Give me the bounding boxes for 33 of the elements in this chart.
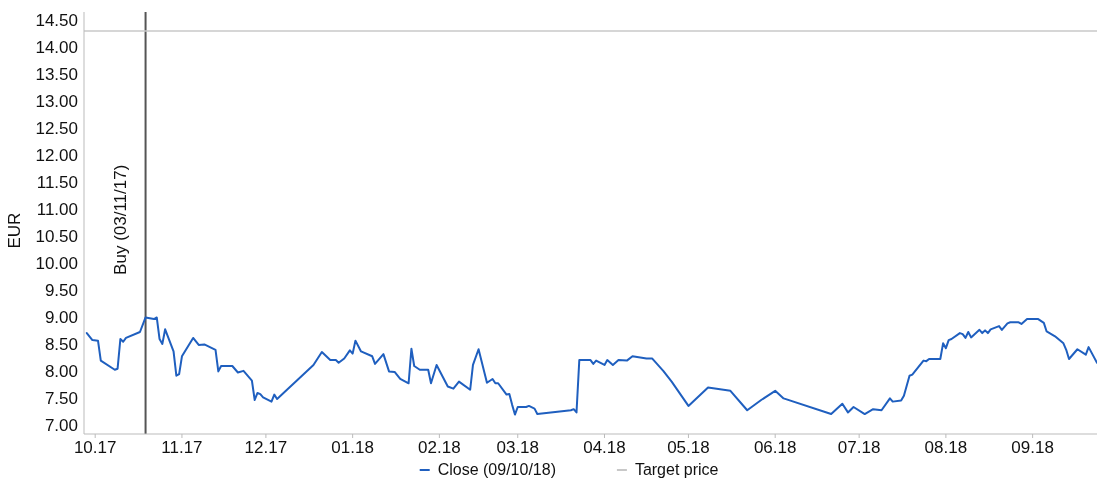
y-tick-label: 7.50	[44, 388, 78, 408]
legend-label: Target price	[634, 461, 719, 478]
y-tick-label: 11.50	[36, 172, 78, 192]
y-tick-label: 12.00	[35, 145, 78, 165]
x-tick-label: 03.18	[496, 438, 540, 457]
x-tick-label: 04.18	[583, 438, 626, 457]
y-tick-label: 13.50	[35, 65, 78, 85]
y-tick-label: 12.50	[35, 118, 78, 138]
line-series	[85, 316, 1097, 416]
x-tick-label: 10.17	[73, 438, 117, 457]
y-tick-label: 9.50	[44, 280, 78, 300]
legend-label: Close (09/10/18)	[437, 461, 556, 478]
y-axis-title: EUR	[5, 212, 24, 249]
x-tick-label: 11.17	[161, 438, 203, 457]
x-tick-label: 01.18	[331, 438, 374, 457]
y-tick-label: 8.00	[44, 361, 78, 381]
y-tick-label: 14.50	[35, 11, 78, 31]
ref-line-label: Buy (03/11/17)	[110, 164, 130, 275]
x-tick-label: 06.18	[753, 438, 797, 457]
x-tick-label: 12.17	[244, 438, 288, 457]
y-tick-label: 9.00	[44, 307, 78, 327]
x-tick-label: 07.18	[837, 438, 881, 457]
y-tick-label: 10.50	[35, 226, 78, 246]
x-tick-label: 05.18	[667, 438, 710, 457]
y-tick-label: 13.00	[35, 91, 78, 111]
x-tick-label: 02.18	[418, 438, 461, 457]
x-tick-label: 09.18	[1011, 438, 1054, 457]
y-tick-label: 14.00	[35, 38, 78, 58]
y-tick-label: 8.50	[44, 334, 78, 354]
x-tick-label: 08.18	[924, 438, 968, 457]
y-tick-label: 11.00	[36, 199, 78, 219]
y-tick-label: 10.00	[35, 253, 78, 273]
y-tick-label: 7.00	[44, 415, 78, 435]
